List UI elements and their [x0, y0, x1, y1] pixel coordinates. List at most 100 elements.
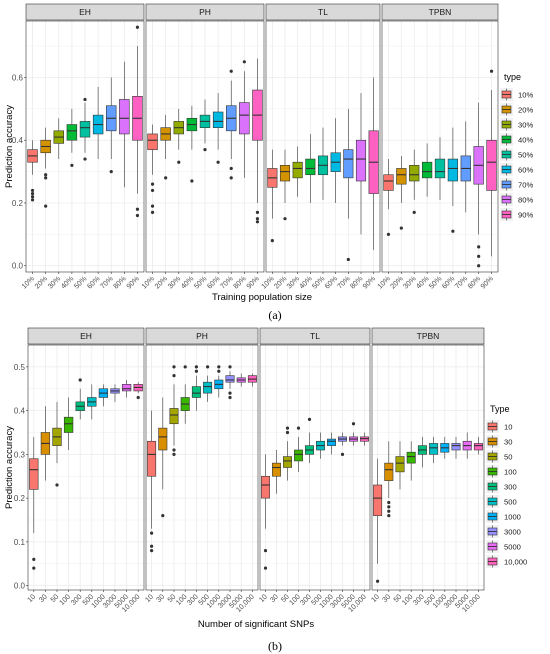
outlier-point: [217, 365, 221, 369]
box-body: [119, 99, 130, 135]
box-3000: [451, 436, 461, 459]
box-40%: [305, 133, 316, 203]
outlier-point: [228, 395, 232, 400]
outlier-point: [32, 566, 36, 570]
box-20%: [160, 115, 171, 180]
box-20%: [40, 127, 51, 208]
box-body: [305, 158, 316, 176]
box-100: [406, 441, 416, 481]
box-500: [203, 365, 213, 402]
y-tick-label: 0.5: [14, 363, 26, 372]
legend-item: 80%: [500, 193, 533, 206]
box-500: [87, 384, 97, 420]
box-10: [373, 458, 383, 583]
outlier-point: [206, 365, 210, 369]
outlier-point: [255, 210, 260, 214]
box-100: [180, 365, 190, 424]
facet-strip: [371, 327, 485, 345]
box-body: [203, 381, 213, 394]
box-40%: [66, 108, 78, 167]
legend-label: 40%: [518, 136, 533, 145]
outlier-point: [477, 245, 481, 249]
legend-item: 300: [486, 480, 517, 493]
box-1000: [327, 432, 336, 455]
outlier-point: [255, 220, 260, 224]
outlier-point: [296, 426, 301, 430]
box-body: [451, 443, 461, 451]
box-50: [169, 365, 179, 456]
box-20%: [396, 155, 407, 230]
box-30%: [409, 149, 420, 214]
box-body: [279, 165, 291, 182]
box-300: [417, 436, 427, 468]
outlier-point: [30, 188, 35, 193]
box-body: [294, 449, 303, 462]
legend-item: 90%: [500, 208, 533, 221]
box-body: [169, 408, 179, 425]
legend-item: 70%: [500, 178, 533, 191]
legend-item: 10: [486, 420, 512, 433]
box-50%: [199, 99, 211, 152]
outlier-point: [228, 365, 232, 369]
box-30%: [173, 108, 184, 164]
legend-item: 30%: [500, 118, 533, 131]
box-body: [396, 168, 407, 185]
y-tick-label: 0.0: [14, 582, 26, 591]
y-tick-label: 0.2: [14, 494, 26, 503]
outlier-point: [150, 531, 154, 535]
outlier-point: [217, 369, 221, 373]
x-tick-label: 90%: [361, 274, 378, 291]
facet-strip: [381, 3, 499, 21]
facet-strip: [259, 327, 371, 345]
outlier-point: [164, 176, 168, 180]
box-40%: [421, 143, 433, 197]
facet-strip-label: PH: [196, 331, 208, 341]
x-tick-label: 30: [37, 592, 49, 604]
box-body: [327, 438, 336, 446]
box-10: [147, 410, 157, 553]
outlier-point: [30, 195, 35, 199]
outlier-point: [172, 374, 176, 378]
outlier-point: [172, 365, 176, 369]
box-body: [261, 475, 270, 499]
outlier-point: [177, 160, 181, 164]
y-tick-label: 0.3: [14, 450, 26, 459]
box-body: [283, 456, 292, 468]
facet-strip-label: TPBN: [429, 7, 452, 17]
legend-label: 90%: [518, 211, 533, 220]
legend-item: 1000: [486, 510, 521, 523]
panel-b-caption: (b): [268, 639, 282, 653]
box-30: [158, 397, 168, 518]
box-80%: [473, 102, 484, 268]
box-60%: [92, 86, 104, 160]
box-body: [343, 149, 354, 179]
box-50: [283, 426, 292, 481]
box-body: [473, 443, 483, 451]
outlier-point: [150, 544, 154, 548]
plot-border: [259, 344, 371, 591]
box-90%: [368, 77, 379, 251]
box-5000: [462, 432, 472, 459]
box-5000: [349, 422, 358, 446]
legend-label: 5000: [504, 543, 521, 552]
legend-label: 10%: [518, 91, 533, 100]
box-10,000: [247, 373, 257, 387]
box-body: [147, 440, 157, 477]
x-axis-title: Number of significant SNPs: [198, 619, 314, 630]
box-50%: [434, 137, 446, 200]
facet-strip-label: PH: [199, 7, 211, 17]
box-3000: [110, 384, 120, 402]
facet-strip-label: EH: [80, 331, 92, 341]
box-60%: [212, 93, 224, 164]
outlier-point: [172, 448, 176, 452]
legend-item: 50%: [500, 148, 533, 161]
box-100: [63, 397, 74, 450]
panel-b: 0.0 0.1 0.2 0.3 0.4 0.5 Prediction accuracy Num…: [4, 327, 527, 630]
outlier-point: [161, 514, 165, 518]
box-30: [272, 450, 281, 494]
legend-item: 500: [486, 495, 517, 508]
